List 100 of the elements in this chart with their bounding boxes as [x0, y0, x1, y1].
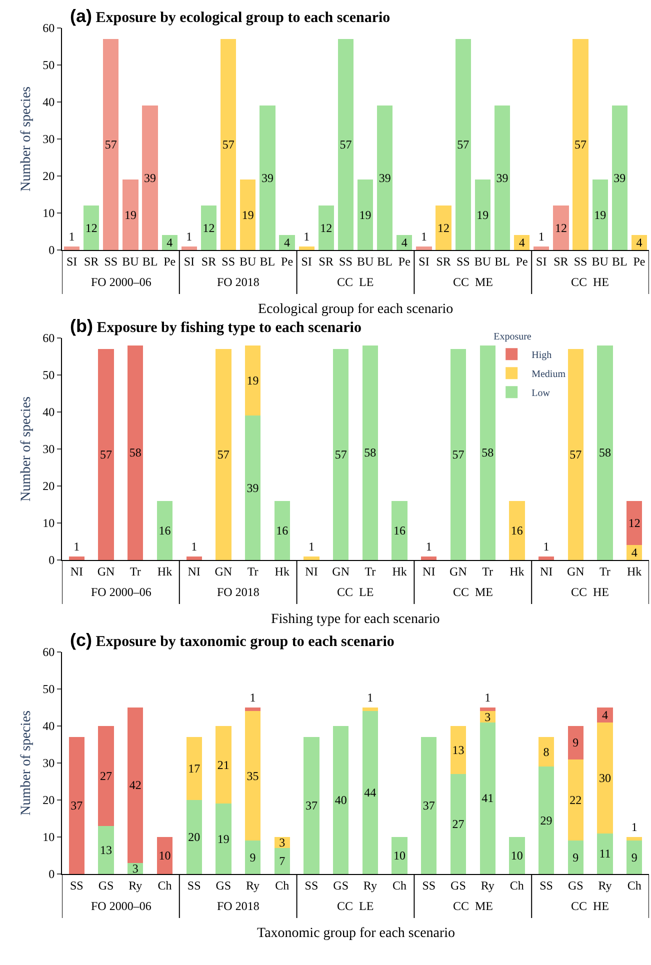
x-tick-label: Tr [247, 564, 258, 578]
y-tick-label: 40 [42, 95, 55, 110]
bar [416, 246, 432, 250]
bar [68, 556, 84, 560]
data-label: 57 [570, 448, 582, 462]
x-tick-label: SR [84, 254, 99, 268]
legend-title: Exposure [494, 332, 532, 343]
data-label: 58 [129, 446, 142, 460]
data-label: 19 [242, 208, 254, 222]
text: CC ME [453, 585, 494, 599]
data-label: 4 [631, 546, 638, 560]
bar [612, 106, 628, 250]
data-label: 57 [100, 448, 112, 462]
y-tick-label: 10 [42, 206, 55, 220]
data-label: 19 [476, 208, 489, 222]
bar [568, 759, 584, 841]
data-label: 10 [510, 848, 523, 862]
text: FO 2000–06 [91, 585, 152, 599]
x-tick-label: SS [304, 878, 318, 892]
y-tick-label: 60 [42, 645, 55, 660]
bar [362, 711, 378, 874]
y-tick-label: 20 [42, 169, 55, 184]
data-label: 13 [100, 842, 112, 857]
bar [538, 556, 554, 560]
x-tick-label: Hk [626, 564, 642, 578]
x-tick-label: SI [66, 254, 78, 268]
data-label: 57 [217, 448, 230, 462]
y-axis-title: Number of species [19, 710, 34, 816]
bar [362, 708, 378, 712]
bar [84, 206, 100, 250]
data-label: 39 [378, 170, 391, 185]
data-label: 1 [186, 229, 192, 244]
data-label: 16 [394, 523, 406, 538]
bar [626, 545, 642, 560]
data-label: 9 [250, 850, 256, 864]
x-tick-label: SI [418, 254, 430, 268]
x-tick-label: NI [305, 564, 318, 578]
bar [568, 840, 584, 874]
bar [421, 737, 437, 874]
data-label: 12 [85, 220, 98, 235]
bar [553, 206, 569, 250]
x-tick-label: SR [554, 254, 568, 268]
y-tick-label: 30 [42, 132, 55, 146]
bar [333, 726, 349, 874]
data-label: 19 [217, 832, 230, 846]
x-tick-label: Hk [157, 564, 172, 578]
data-label: 7 [279, 854, 286, 868]
bar [128, 708, 144, 863]
bar [244, 345, 261, 416]
x-tick-label: NI [422, 564, 436, 578]
x-tick-label: Pe [633, 254, 646, 268]
x-tick-label: Pe [398, 254, 410, 268]
data-label: 27 [452, 817, 464, 832]
data-label: 12 [438, 220, 450, 235]
bar [274, 848, 290, 874]
data-label: 1 [68, 229, 75, 244]
x-tick-label: Tr [600, 564, 610, 578]
text: FO 2000–06 [91, 275, 152, 289]
data-label: 1 [420, 229, 427, 244]
y-tick-label: 10 [42, 516, 55, 530]
bar [260, 106, 276, 250]
data-label: 8 [543, 744, 550, 759]
x-tick-label: SS [574, 254, 588, 268]
bar [333, 349, 349, 560]
text: FO 2018 [217, 899, 260, 913]
bar [450, 774, 466, 874]
bar [220, 39, 236, 250]
data-label: 16 [510, 523, 523, 538]
data-label: 3 [279, 836, 286, 850]
bar [572, 39, 588, 250]
x-tick-label: GN [214, 564, 232, 578]
data-label: 19 [246, 374, 259, 388]
data-label: 3 [132, 861, 138, 876]
x-axis-title: Fishing type for each scenario [271, 612, 440, 627]
x-axis-title: Ecological group for each scenario [258, 302, 454, 317]
data-label: 41 [482, 791, 494, 806]
data-label: 37 [70, 798, 83, 813]
bar [480, 722, 496, 874]
x-tick-label: SS [104, 254, 118, 268]
data-label: 19 [594, 208, 606, 222]
bar [436, 206, 452, 250]
bar [474, 180, 491, 250]
data-label: 39 [144, 170, 156, 185]
data-label: 57 [574, 138, 587, 152]
data-label: 1 [426, 539, 432, 554]
data-label: 16 [158, 523, 171, 538]
bar [103, 39, 119, 250]
x-tick-label: GN [97, 564, 116, 578]
bar [626, 837, 642, 841]
bar [200, 206, 217, 250]
bar [396, 235, 412, 250]
x-tick-label: SI [536, 254, 547, 268]
bar [318, 206, 334, 250]
bar [98, 349, 114, 560]
text: CC LE [337, 585, 374, 599]
bar [186, 800, 202, 874]
x-tick-label: BU [240, 254, 257, 268]
data-label: 9 [572, 736, 579, 750]
bar [480, 345, 496, 560]
y-tick-label: 30 [42, 756, 55, 770]
